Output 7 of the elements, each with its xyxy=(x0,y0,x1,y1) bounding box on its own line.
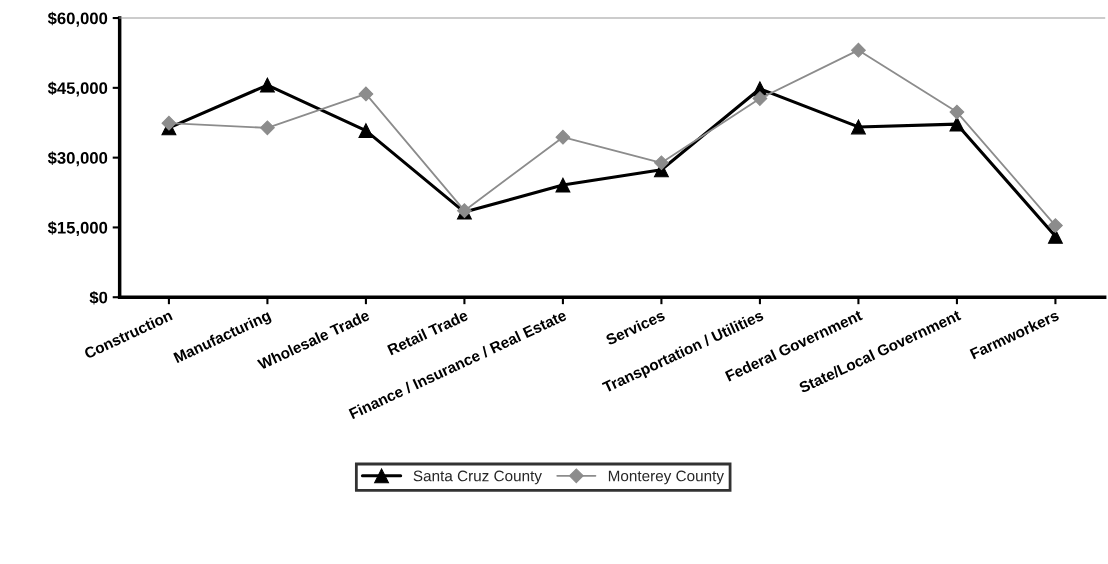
y-tick-label: $30,000 xyxy=(47,151,108,167)
legend-label: Monterey County xyxy=(608,470,724,485)
legend-label: Santa Cruz County xyxy=(413,470,542,485)
y-tick-label: $60,000 xyxy=(47,11,108,27)
y-tick-label: $45,000 xyxy=(47,81,108,97)
y-tick-label: $0 xyxy=(89,290,108,305)
y-tick-label: $15,000 xyxy=(47,221,108,237)
